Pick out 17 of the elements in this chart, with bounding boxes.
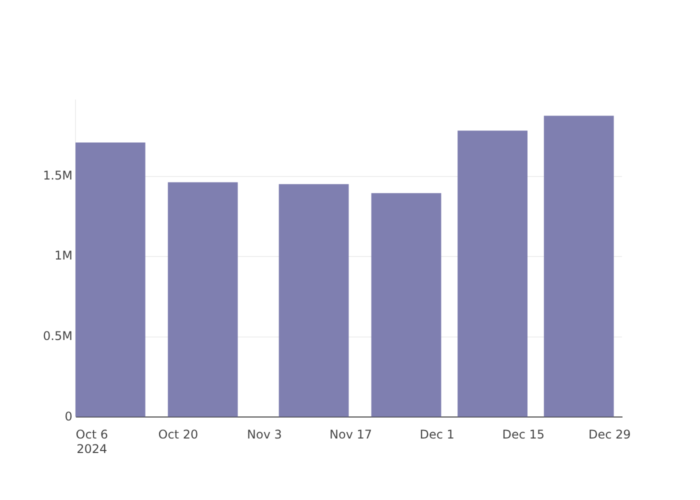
- bar: [544, 116, 614, 417]
- y-tick-label: 1M: [54, 248, 72, 263]
- x-tick-label: Nov 3: [247, 428, 282, 442]
- x-tick-label: Dec 1: [420, 428, 454, 442]
- bar: [278, 184, 349, 417]
- x-tick-label: Oct 6 2024: [76, 428, 108, 456]
- bar: [75, 142, 146, 417]
- bar: [168, 182, 238, 417]
- x-tick-label: Dec 15: [502, 428, 545, 442]
- x-tick-label: Oct 20: [158, 428, 198, 442]
- bar: [371, 193, 442, 417]
- bar: [458, 130, 528, 417]
- y-tick-label: 0: [64, 409, 72, 424]
- y-tick-label: 1.5M: [43, 168, 72, 182]
- x-tick-label: Dec 29: [588, 428, 631, 442]
- x-tick-label: Nov 17: [330, 428, 372, 442]
- y-tick-label: 0.5M: [43, 329, 72, 344]
